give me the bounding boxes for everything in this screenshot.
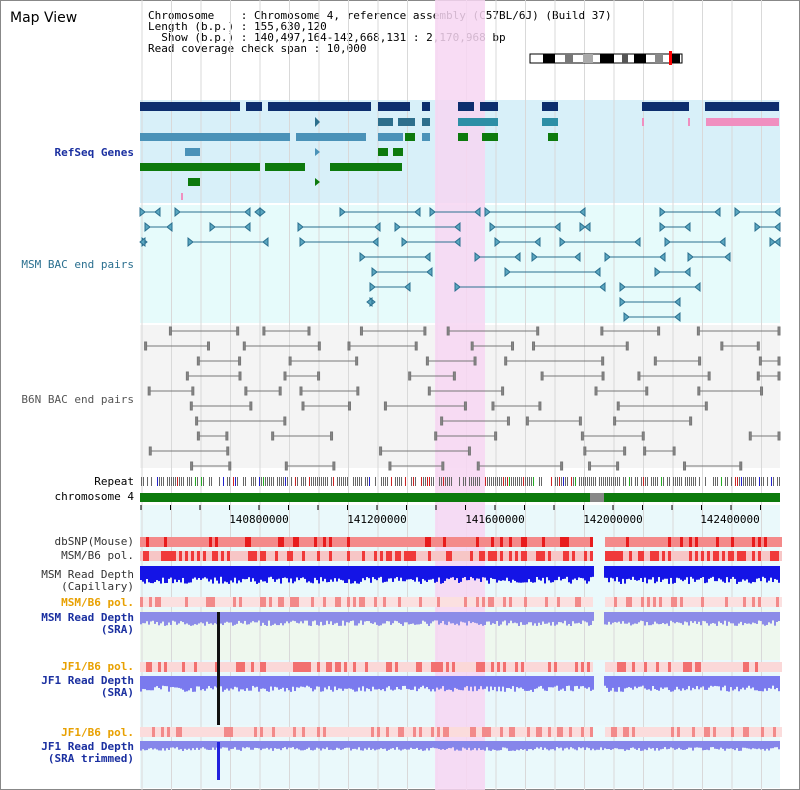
track-label-msm-bac[interactable]: MSM BAC end pairs	[21, 258, 134, 271]
chromosome-bar[interactable]	[140, 493, 780, 502]
depth-spike	[217, 612, 220, 725]
coverage-span-line: Read coverage check span : 10,000	[148, 42, 367, 55]
track-label-jf1-depth-sra[interactable]: JF1 Read Depth (SRA)	[41, 674, 134, 699]
repeat-track[interactable]	[141, 477, 780, 486]
track-label-jf1-b6-pol-1[interactable]: JF1/B6 pol.	[61, 660, 134, 673]
read-depth-tracks[interactable]	[140, 566, 780, 751]
polymorphism-tracks[interactable]	[140, 537, 782, 737]
depth-spike-trimmed	[217, 742, 220, 780]
track-label-jf1-b6-pol-2[interactable]: JF1/B6 pol.	[61, 726, 134, 739]
track-label-msm-depth-capillary[interactable]: MSM Read Depth (Capillary)	[41, 568, 134, 593]
refseq-genes[interactable]	[140, 102, 779, 200]
axis-tick-label: 142000000	[583, 513, 643, 526]
track-label-refseq[interactable]: RefSeq Genes	[54, 146, 134, 159]
axis-tick-label: 141600000	[465, 513, 525, 526]
highlight-region	[435, 0, 485, 790]
page-title: Map View	[10, 10, 78, 26]
track-label-repeat[interactable]: Repeat	[94, 475, 134, 488]
chromosome-info: Chromosome : Chromosome 4, reference ass…	[148, 10, 612, 54]
msm-bac-end-pairs[interactable]	[139, 206, 781, 323]
axis-tick-label: 141200000	[347, 513, 407, 526]
b6n-bac-end-pairs[interactable]	[144, 326, 781, 471]
track-label-msm-depth-sra[interactable]: MSM Read Depth (SRA)	[41, 611, 134, 636]
position-axis	[140, 505, 761, 510]
track-label-chromosome[interactable]: chromosome 4	[54, 490, 134, 503]
track-label-msm-b6-pol-2[interactable]: MSM/B6 pol.	[61, 596, 134, 609]
track-label-jf1-depth-trimmed[interactable]: JF1 Read Depth (SRA trimmed)	[41, 740, 134, 765]
chromosome-gap	[590, 493, 604, 502]
track-label-msm-b6-pol-1[interactable]: MSM/B6 pol.	[61, 549, 134, 562]
axis-tick-label: 140800000	[229, 513, 289, 526]
chromosome-ideogram[interactable]	[529, 51, 683, 65]
axis-tick-label: 142400000	[700, 513, 760, 526]
length-line: Length (b.p.) : 155,630,120	[148, 20, 327, 33]
track-label-dbsnp[interactable]: dbSNP(Mouse)	[54, 535, 134, 548]
track-label-b6n-bac[interactable]: B6N BAC end pairs	[21, 393, 134, 406]
